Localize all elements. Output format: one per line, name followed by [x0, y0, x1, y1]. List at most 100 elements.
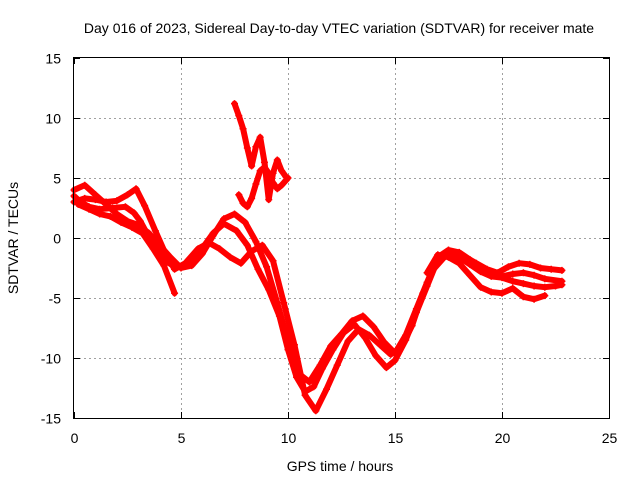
data-point-marker	[160, 262, 168, 270]
data-point-marker	[397, 343, 405, 351]
data-point-marker	[526, 260, 534, 268]
x-tick-label: 0	[71, 430, 79, 446]
data-point-marker	[96, 210, 104, 218]
data-point-marker	[124, 191, 131, 199]
data-point-marker	[269, 179, 277, 187]
y-tick-label: 5	[53, 171, 61, 187]
x-tick-label: 10	[281, 430, 297, 446]
data-point-marker	[462, 253, 470, 261]
data-point-marker	[265, 196, 273, 204]
data-point-marker	[541, 275, 549, 283]
data-point-marker	[231, 100, 238, 108]
data-point-marker	[359, 312, 367, 320]
data-point-marker	[316, 361, 324, 369]
data-point-marker	[273, 156, 281, 164]
data-point-marker	[235, 112, 243, 120]
data-point-marker	[128, 223, 136, 231]
data-point-marker	[252, 143, 260, 151]
data-point-marker	[130, 209, 138, 217]
data-series	[70, 100, 566, 415]
series-track-c	[70, 185, 566, 415]
data-point-marker	[280, 299, 288, 307]
chart-title: Day 016 of 2023, Sidereal Day-to-day VTE…	[84, 20, 594, 36]
data-point-marker	[419, 289, 427, 297]
data-point-marker	[252, 238, 260, 246]
data-point-marker	[434, 251, 442, 259]
data-point-marker	[91, 196, 99, 204]
data-point-marker	[305, 378, 313, 386]
data-point-marker	[391, 356, 399, 364]
plot-area-border	[73, 57, 610, 419]
data-point-marker	[198, 250, 206, 258]
data-point-marker	[290, 341, 298, 349]
data-point-marker	[519, 269, 527, 277]
data-point-marker	[248, 162, 256, 170]
data-point-marker	[117, 218, 125, 226]
data-point-marker	[278, 181, 286, 189]
grid	[74, 58, 609, 418]
data-point-marker	[239, 125, 247, 133]
data-point-marker	[141, 202, 149, 210]
data-point-marker	[106, 212, 114, 220]
data-point-marker	[509, 284, 517, 292]
data-point-marker	[284, 174, 292, 182]
data-point-marker	[132, 185, 140, 193]
data-point-marker	[451, 248, 459, 256]
data-point-marker	[273, 299, 281, 307]
data-point-marker	[233, 227, 241, 235]
data-point-marker	[151, 227, 159, 235]
axis-ticks: 0 5 10 15 20 25 -15 -10 -5 0 5 10 15	[41, 51, 618, 447]
data-point-marker	[220, 215, 228, 223]
series-track-g	[235, 163, 292, 211]
x-tick-label: 15	[388, 430, 404, 446]
data-point-marker	[301, 391, 309, 399]
data-point-marker	[519, 293, 527, 301]
data-point-marker	[537, 264, 545, 272]
data-point-marker	[149, 245, 157, 253]
data-point-marker	[338, 330, 345, 338]
data-point-marker	[558, 277, 566, 285]
y-tick-label: -10	[41, 351, 61, 367]
data-point-marker	[284, 337, 292, 345]
data-point-marker	[162, 251, 170, 259]
data-point-marker	[312, 407, 320, 415]
data-point-marker	[509, 270, 517, 278]
data-point-marker	[278, 167, 286, 175]
data-point-marker	[113, 197, 121, 205]
data-point-marker	[171, 289, 179, 297]
data-point-marker	[102, 198, 110, 206]
y-tick-label: 10	[45, 111, 61, 127]
data-point-marker	[519, 280, 527, 288]
data-point-marker	[355, 325, 363, 333]
data-point-marker	[81, 194, 89, 202]
data-point-marker	[254, 265, 262, 273]
data-point-marker	[310, 383, 318, 391]
data-point-marker	[455, 259, 463, 267]
data-point-marker	[530, 282, 538, 290]
series-track-e	[423, 251, 549, 303]
data-point-marker	[530, 295, 538, 303]
data-point-marker	[541, 292, 549, 300]
data-point-marker	[231, 210, 238, 218]
data-point-marker	[408, 322, 416, 330]
y-tick-label: 0	[53, 231, 61, 247]
data-point-marker	[188, 262, 196, 270]
data-point-marker	[333, 361, 341, 369]
data-point-marker	[487, 288, 495, 296]
data-point-marker	[376, 341, 384, 349]
data-point-marker	[370, 323, 378, 331]
data-point-marker	[509, 277, 517, 285]
y-tick-label: -15	[41, 411, 61, 427]
data-point-marker	[243, 144, 251, 152]
data-point-marker	[348, 317, 356, 325]
data-point-marker	[445, 253, 452, 261]
data-point-marker	[344, 337, 352, 345]
data-point-marker	[248, 247, 256, 255]
data-point-marker	[171, 265, 179, 273]
data-point-marker	[504, 263, 512, 271]
series-track-d	[74, 200, 179, 297]
data-point-marker	[387, 350, 395, 358]
data-point-marker	[145, 229, 153, 237]
series-trace	[75, 201, 178, 297]
